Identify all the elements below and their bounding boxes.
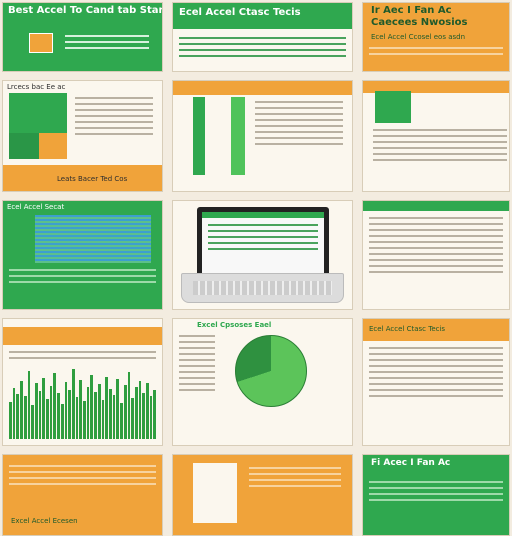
- tile-promo-1[interactable]: Ir Aec I Fan Ac Caecees Nwosios Ecel Acc…: [362, 2, 510, 72]
- bar-22: [90, 374, 94, 439]
- tile-6-caption: Ecel Accel Secat: [7, 203, 65, 211]
- laptop-screen: [197, 207, 329, 285]
- bar-28: [112, 395, 116, 439]
- bar-1: [12, 388, 16, 439]
- green-block: [9, 93, 67, 133]
- folder-icon: [29, 33, 53, 53]
- bar-2: [16, 394, 20, 439]
- tile-bar-chart[interactable]: [2, 318, 163, 446]
- tile-11-caption: Excel Accel Ecesen: [11, 517, 78, 525]
- bar-5: [27, 370, 31, 439]
- tile-12-title: Fi Acec I Fan Ac: [371, 458, 451, 468]
- bar-8: [38, 391, 42, 439]
- bar-25: [101, 400, 105, 439]
- bar-0: [9, 402, 12, 439]
- bar-39: [153, 390, 157, 439]
- bar-10: [46, 399, 49, 439]
- bar-31: [123, 384, 127, 439]
- bar-16: [68, 390, 71, 439]
- tile-5-caption: Leats Bacer Ted Cos: [57, 175, 128, 183]
- bar-17: [71, 369, 75, 439]
- bar-12: [53, 372, 57, 439]
- bar-35: [138, 380, 142, 439]
- bar-7: [34, 382, 38, 439]
- bar-4: [23, 396, 27, 439]
- tile-excel-header-2[interactable]: Ecel Accel Ctasc Tecis: [172, 2, 353, 72]
- tile-2-title: Ecel Accel Ctasc Tecis: [179, 7, 301, 18]
- bar-18: [75, 397, 79, 439]
- bar-26: [105, 376, 108, 439]
- bar-chart: [9, 369, 157, 439]
- bar-32: [127, 371, 131, 439]
- tile-3-subtitle: Caecees Nwosios: [371, 17, 468, 28]
- tile-green-doc[interactable]: Fi Acec I Fan Ac: [362, 454, 510, 536]
- tile-4-title: Lrcecs bac Ee ac: [7, 83, 66, 91]
- bar-33: [131, 398, 134, 439]
- bar-19: [79, 379, 83, 439]
- bar-34: [134, 387, 138, 439]
- tile-laptop[interactable]: [172, 200, 353, 310]
- tile-8-caption: Excel Cpsoses Eael: [197, 321, 272, 329]
- tile-table-1[interactable]: [362, 200, 510, 310]
- bar-30: [120, 403, 123, 439]
- bar-37: [146, 382, 149, 439]
- bar-14: [60, 404, 64, 439]
- tile-orange-list[interactable]: [172, 454, 353, 536]
- pie-chart: [235, 335, 307, 407]
- tile-spreadsheet-2[interactable]: [172, 80, 353, 192]
- tile-3-caption: Ecel Accel Ccosel eos asdn: [371, 33, 466, 41]
- bar-6: [31, 404, 34, 439]
- bar-27: [108, 389, 112, 439]
- bar-38: [149, 396, 153, 439]
- bar-9: [42, 377, 46, 439]
- bar-29: [116, 378, 120, 439]
- tile-spreadsheet-squares[interactable]: Lrcecs bac Ee ac Leats Bacer Ted Cos: [2, 80, 163, 192]
- tile-orange-doc[interactable]: Excel Accel Ecesen: [2, 454, 163, 536]
- tile-table-2[interactable]: Ecel Accel Ctasc Tecis: [362, 318, 510, 446]
- bar-15: [64, 381, 68, 439]
- bar-36: [142, 393, 146, 439]
- tile-stripes[interactable]: Ecel Accel Secat: [2, 200, 163, 310]
- tile-1-title: Best Accel To Cand tab Star: [8, 5, 163, 16]
- tile-3-title: Ir Aec I Fan Ac: [371, 5, 452, 16]
- bar-3: [20, 380, 23, 439]
- bar-13: [57, 393, 60, 439]
- tile-10-title: Ecel Accel Ctasc Tecis: [369, 325, 446, 333]
- bar-24: [97, 383, 101, 439]
- keyboard: [193, 281, 332, 295]
- tile-green-panel[interactable]: [362, 80, 510, 192]
- bar-21: [86, 386, 90, 439]
- bar-20: [83, 401, 86, 439]
- bar-23: [94, 392, 97, 439]
- bar-11: [49, 385, 53, 439]
- tile-pie-chart[interactable]: Excel Cpsoses Eael: [172, 318, 353, 446]
- tile-excel-header-1[interactable]: Best Accel To Cand tab Star: [2, 2, 163, 72]
